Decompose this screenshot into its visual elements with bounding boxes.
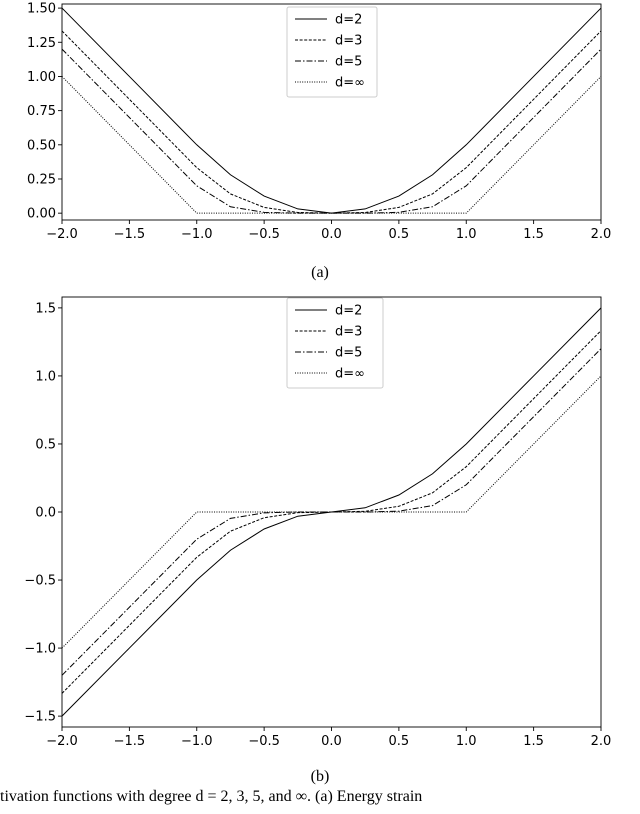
series-line-d=5 xyxy=(62,348,601,676)
series-line-d=∞ xyxy=(62,76,601,214)
x-tick-label: −1.0 xyxy=(181,227,213,242)
y-tick-label: 0.75 xyxy=(27,104,56,119)
legend-label: d=5 xyxy=(335,346,362,361)
figure: −2.0 −1.5 −1.0 −0.5 0.0 0.5 1.0 1.5 2.0 0.00 0.25 0… xyxy=(24,2,612,785)
y-tick-label: 1.00 xyxy=(27,70,56,85)
x-tick-label: −0.5 xyxy=(248,734,280,749)
legend-label: d=3 xyxy=(335,325,362,340)
series-line-d=∞ xyxy=(62,375,601,649)
y-tick-label: 0.25 xyxy=(27,172,56,187)
caption-b: (b) xyxy=(311,768,330,785)
legend-box xyxy=(286,6,378,98)
x-tick-label: −2.0 xyxy=(46,227,78,242)
legend-label: d=∞ xyxy=(335,76,365,91)
series-line-d=3 xyxy=(62,330,601,694)
x-tick-label: 1.0 xyxy=(456,734,477,749)
x-tick-label: −1.5 xyxy=(114,734,146,749)
x-tick-label: −1.5 xyxy=(114,227,146,242)
y-tick-label: 1.25 xyxy=(27,36,56,51)
figure-caption: tivation functions with degree d = 2, 3,… xyxy=(0,788,423,805)
x-tick-label: 1.0 xyxy=(456,227,477,242)
series-line-d=5 xyxy=(62,48,601,214)
x-tick-label: 1.5 xyxy=(523,734,544,749)
chart-a: −2.0 −1.5 −1.0 −0.5 0.0 0.5 1.0 1.5 2.0 0.00 0.25 0… xyxy=(27,2,611,242)
x-tick-label: 1.5 xyxy=(523,227,544,242)
y-tick-label: 1.0 xyxy=(35,369,56,384)
y-tick-label: 1.5 xyxy=(35,301,56,316)
chart-b: −2.0 −1.5 −1.0 −0.5 0.0 0.5 1.0 1.5 2.0 −1.5 −1.0 −… xyxy=(24,296,612,749)
y-tick-label: −1.0 xyxy=(24,642,56,657)
y-tick-label: 0.5 xyxy=(35,437,56,452)
legend-label: d=2 xyxy=(335,13,362,28)
caption-a: (a) xyxy=(311,264,329,281)
legend-box xyxy=(286,297,384,389)
x-tick-label: −1.0 xyxy=(181,734,213,749)
x-tick-label: 2.0 xyxy=(591,734,612,749)
x-tick-label: 2.0 xyxy=(591,227,612,242)
legend-label: d=3 xyxy=(335,34,362,49)
y-tick-label: −0.5 xyxy=(24,574,56,589)
legend-label: d=5 xyxy=(335,55,362,70)
y-tick-label: 1.50 xyxy=(27,2,56,17)
y-tick-label: 0.00 xyxy=(27,207,56,222)
x-tick-label: 0.5 xyxy=(389,227,410,242)
y-tick-label: 0.0 xyxy=(35,506,56,521)
x-tick-label: 0.0 xyxy=(321,734,342,749)
x-tick-label: 0.0 xyxy=(321,227,342,242)
x-tick-label: −2.0 xyxy=(46,734,78,749)
x-tick-label: −0.5 xyxy=(248,227,280,242)
y-tick-label: −1.5 xyxy=(24,710,56,725)
x-tick-label: 0.5 xyxy=(389,734,410,749)
legend-label: d=∞ xyxy=(335,367,365,382)
legend-label: d=2 xyxy=(335,304,362,319)
y-tick-label: 0.50 xyxy=(27,138,56,153)
